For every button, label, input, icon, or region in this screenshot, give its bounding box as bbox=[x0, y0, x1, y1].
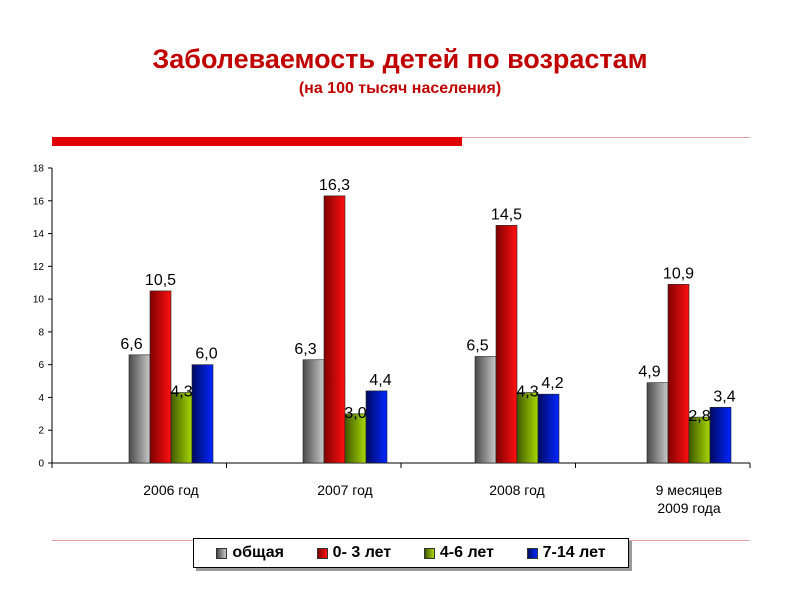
chart-title: Заболеваемость детей по возрастам bbox=[152, 44, 648, 74]
chart-subtitle: (на 100 тысяч населения) bbox=[298, 80, 502, 97]
legend-item-total: общая bbox=[216, 544, 284, 562]
legend-label-4-6: 4-6 лет bbox=[439, 544, 494, 561]
y-tick-label: 12 bbox=[33, 262, 45, 273]
y-tick-label: 4 bbox=[38, 393, 44, 404]
y-tick-label: 2 bbox=[38, 426, 44, 437]
data-label-4-6: 3,0 bbox=[344, 405, 366, 422]
data-label-total: 6,3 bbox=[294, 341, 316, 358]
legend-item-7-14: 7-14 лет bbox=[526, 544, 606, 562]
data-label-total: 4,9 bbox=[638, 364, 660, 381]
bar-total bbox=[128, 354, 151, 464]
x-category-label: 2007 год bbox=[317, 482, 372, 498]
bar-chart: 0 2 4 6 8 10 12 14 16 18 6,6 10,5 4,3 6,0 2006 год 6,3 1… bbox=[33, 164, 751, 516]
header-accent-bar bbox=[52, 137, 462, 146]
data-label-0-3: 14,5 bbox=[491, 206, 522, 223]
legend-label-7-14: 7-14 лет bbox=[542, 544, 606, 561]
bar-0-3 bbox=[667, 284, 690, 464]
bar-total bbox=[474, 356, 497, 464]
legend-swatch-4-6 bbox=[423, 547, 435, 559]
x-category-label: 2006 год bbox=[143, 482, 198, 498]
data-label-0-3: 10,9 bbox=[663, 265, 694, 282]
bar-0-3 bbox=[495, 225, 518, 464]
bar-4-6 bbox=[516, 392, 539, 464]
y-tick-label: 10 bbox=[33, 295, 45, 306]
bar-total bbox=[302, 359, 325, 464]
legend-label-0-3: 0- 3 лет bbox=[332, 544, 392, 561]
bar-7-14 bbox=[191, 364, 214, 464]
legend-item-4-6: 4-6 лет bbox=[423, 544, 494, 562]
bar-0-3 bbox=[323, 195, 346, 464]
bar-total bbox=[646, 382, 669, 464]
bar-7-14 bbox=[537, 393, 560, 464]
data-label-7-14: 6,0 bbox=[195, 346, 217, 363]
y-tick-label: 14 bbox=[33, 229, 45, 240]
x-category-label: 9 месяцев 2009 года bbox=[656, 482, 723, 516]
data-label-0-3: 10,5 bbox=[145, 272, 176, 289]
chart-legend: общая 0- 3 лет 4-6 лет 7-14 лет bbox=[193, 538, 629, 568]
data-label-4-6: 2,8 bbox=[688, 408, 710, 425]
data-label-0-3: 16,3 bbox=[319, 177, 350, 194]
data-label-4-6: 4,3 bbox=[170, 384, 192, 401]
legend-swatch-0-3 bbox=[316, 547, 328, 559]
data-label-7-14: 4,4 bbox=[369, 372, 391, 389]
bar-0-3 bbox=[149, 290, 172, 464]
data-label-7-14: 4,2 bbox=[541, 375, 563, 392]
legend-swatch-total bbox=[216, 547, 228, 559]
bar-4-6 bbox=[170, 392, 193, 464]
legend-label-total: общая bbox=[232, 544, 284, 561]
y-tick-label: 0 bbox=[38, 459, 44, 470]
bar-7-14 bbox=[709, 406, 732, 464]
data-label-7-14: 3,4 bbox=[713, 388, 735, 405]
y-tick-label: 18 bbox=[33, 164, 45, 175]
bar-7-14 bbox=[365, 390, 388, 464]
y-tick-label: 8 bbox=[38, 327, 44, 338]
data-label-total: 6,5 bbox=[466, 337, 488, 354]
y-tick-label: 16 bbox=[33, 196, 45, 207]
legend-swatch-7-14 bbox=[526, 547, 538, 559]
legend-item-0-3: 0- 3 лет bbox=[316, 544, 392, 562]
y-tick-label: 6 bbox=[38, 360, 44, 371]
x-category-label: 2008 год bbox=[489, 482, 544, 498]
data-label-4-6: 4,3 bbox=[516, 384, 538, 401]
data-label-total: 6,6 bbox=[120, 336, 142, 353]
